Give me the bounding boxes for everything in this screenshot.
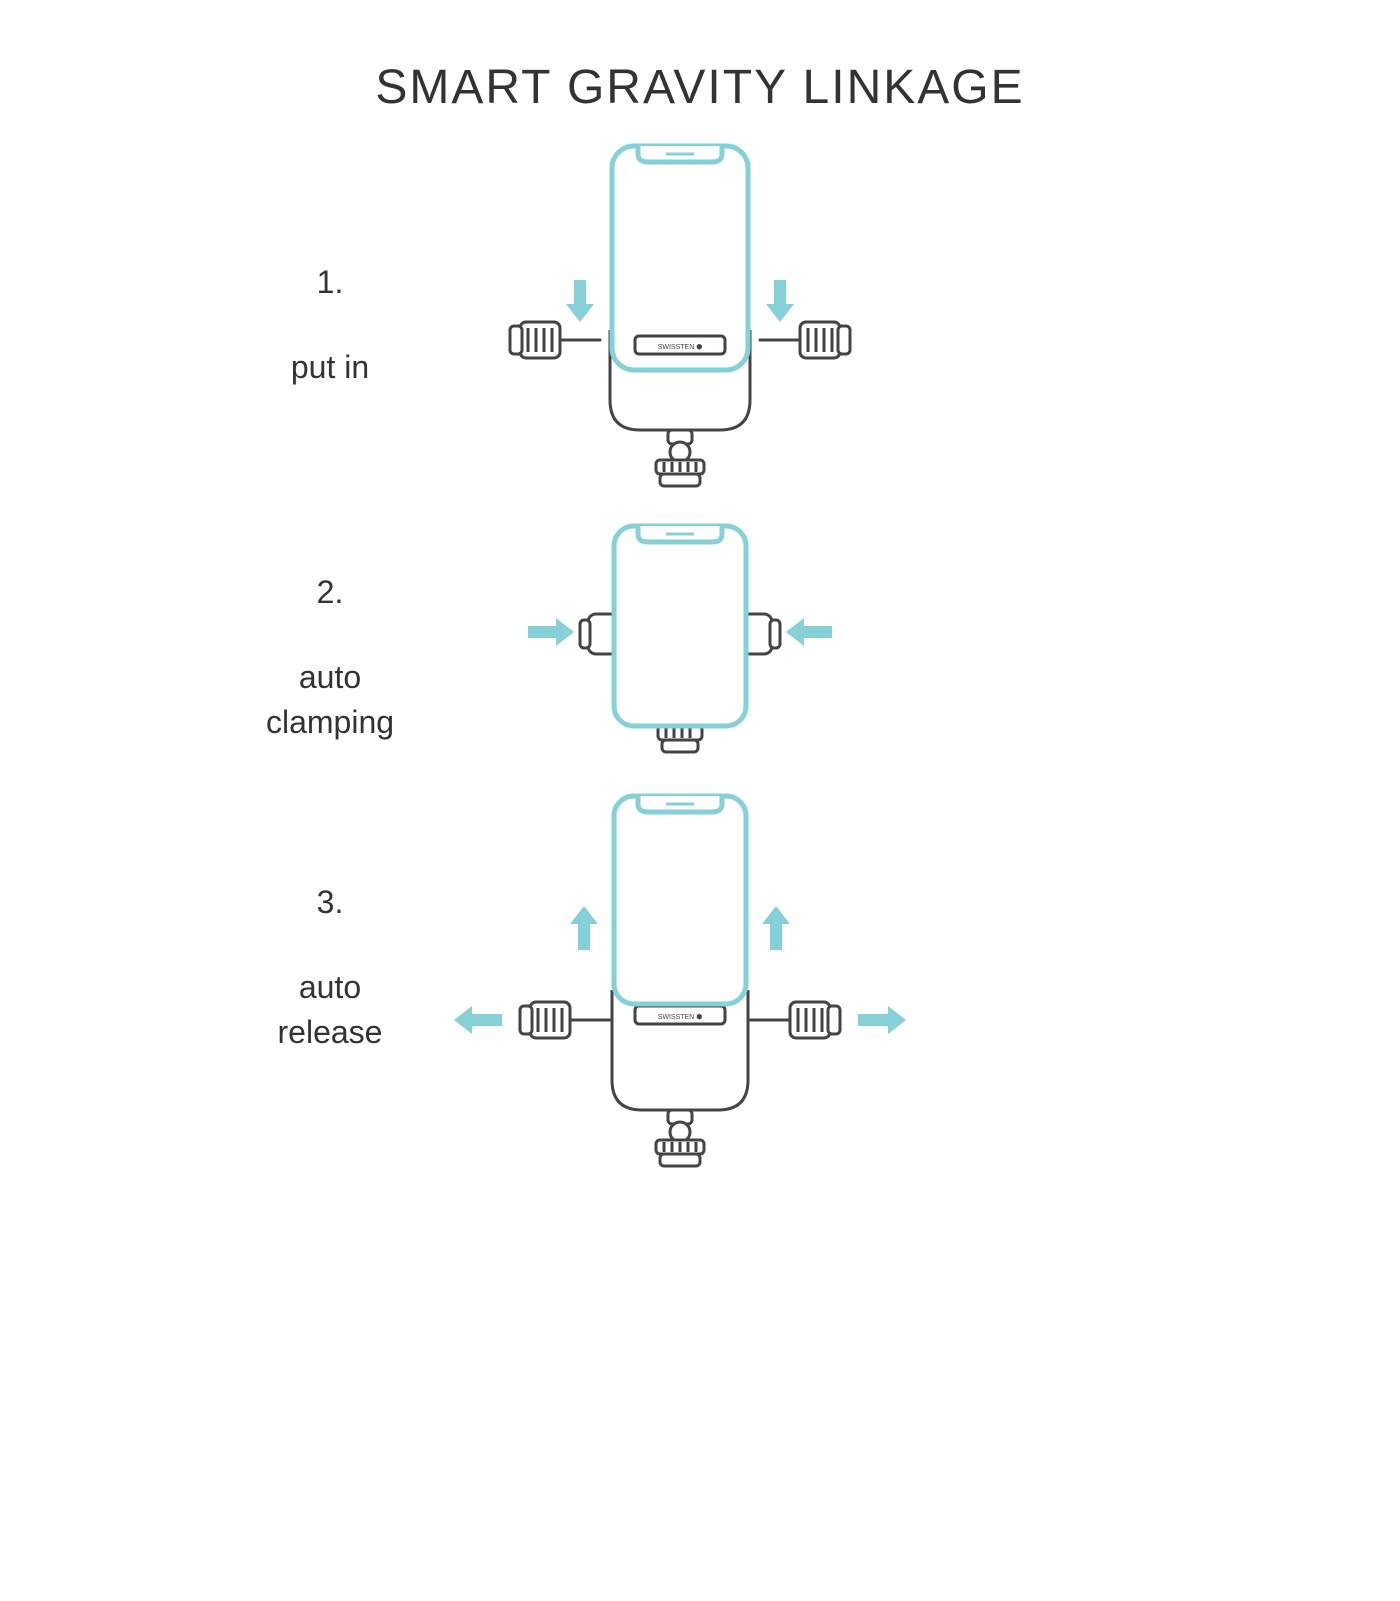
step-number: 3. xyxy=(200,880,460,925)
page-title: SMART GRAVITY LINKAGE xyxy=(0,60,1400,115)
step-number: 2. xyxy=(200,570,460,615)
step-2-label: 2. auto clamping xyxy=(200,570,460,744)
step-caption: put in xyxy=(200,345,460,390)
svg-text:SWISSTEN ⬢: SWISSTEN ⬢ xyxy=(658,1013,703,1021)
step-caption: auto clamping xyxy=(200,655,460,745)
step-2-diagram xyxy=(510,520,850,785)
step-caption: auto release xyxy=(200,965,460,1055)
step-number: 1. xyxy=(200,260,460,305)
step-3-label: 3. auto release xyxy=(200,880,460,1054)
step-3-diagram: SWISSTEN ⬢ xyxy=(430,790,930,1195)
arrow-down-icon xyxy=(566,280,794,322)
step-1-label: 1. put in xyxy=(200,260,460,390)
step-1-diagram: SWISSTEN ⬢ xyxy=(480,140,880,505)
svg-text:SWISSTEN ⬢: SWISSTEN ⬢ xyxy=(658,343,703,351)
